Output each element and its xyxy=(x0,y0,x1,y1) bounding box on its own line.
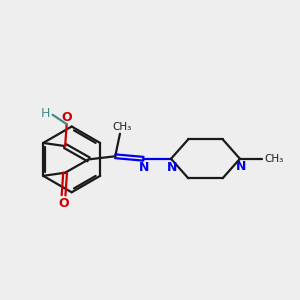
Text: H: H xyxy=(41,107,50,120)
Text: O: O xyxy=(58,196,69,210)
Text: N: N xyxy=(139,161,149,174)
Text: CH₃: CH₃ xyxy=(112,122,131,132)
Text: N: N xyxy=(167,161,177,174)
Text: CH₃: CH₃ xyxy=(264,154,284,164)
Text: O: O xyxy=(61,111,72,124)
Text: N: N xyxy=(236,160,247,173)
